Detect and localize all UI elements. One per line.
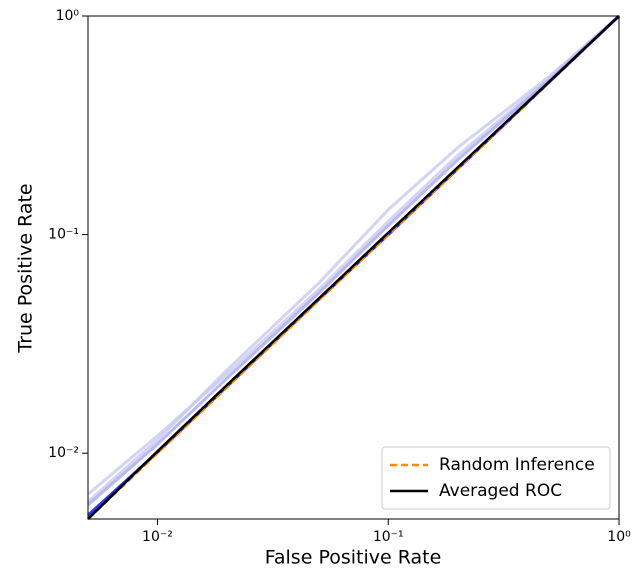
y-tick-label: 10⁻¹ — [48, 227, 79, 243]
legend-label: Averaged ROC — [439, 481, 562, 501]
roc-line — [87, 15, 620, 520]
legend-label: Random Inference — [439, 455, 595, 475]
roc-line — [87, 15, 620, 520]
x-tick-label: 10⁻¹ — [373, 529, 404, 545]
y-tick-label: 10⁰ — [56, 8, 80, 24]
x-tick-label: 10⁻² — [142, 529, 173, 545]
roc-line — [87, 14, 621, 507]
plot-frame — [87, 15, 620, 520]
legend-box — [381, 446, 611, 510]
x-tick-label: 10⁰ — [607, 529, 631, 545]
x-axis-label: False Positive Rate — [265, 547, 442, 569]
roc-line — [87, 14, 620, 503]
y-tick-label: 10⁻² — [48, 445, 79, 461]
roc-line — [87, 14, 620, 496]
y-axis-label: True Positive Rate — [15, 183, 37, 353]
